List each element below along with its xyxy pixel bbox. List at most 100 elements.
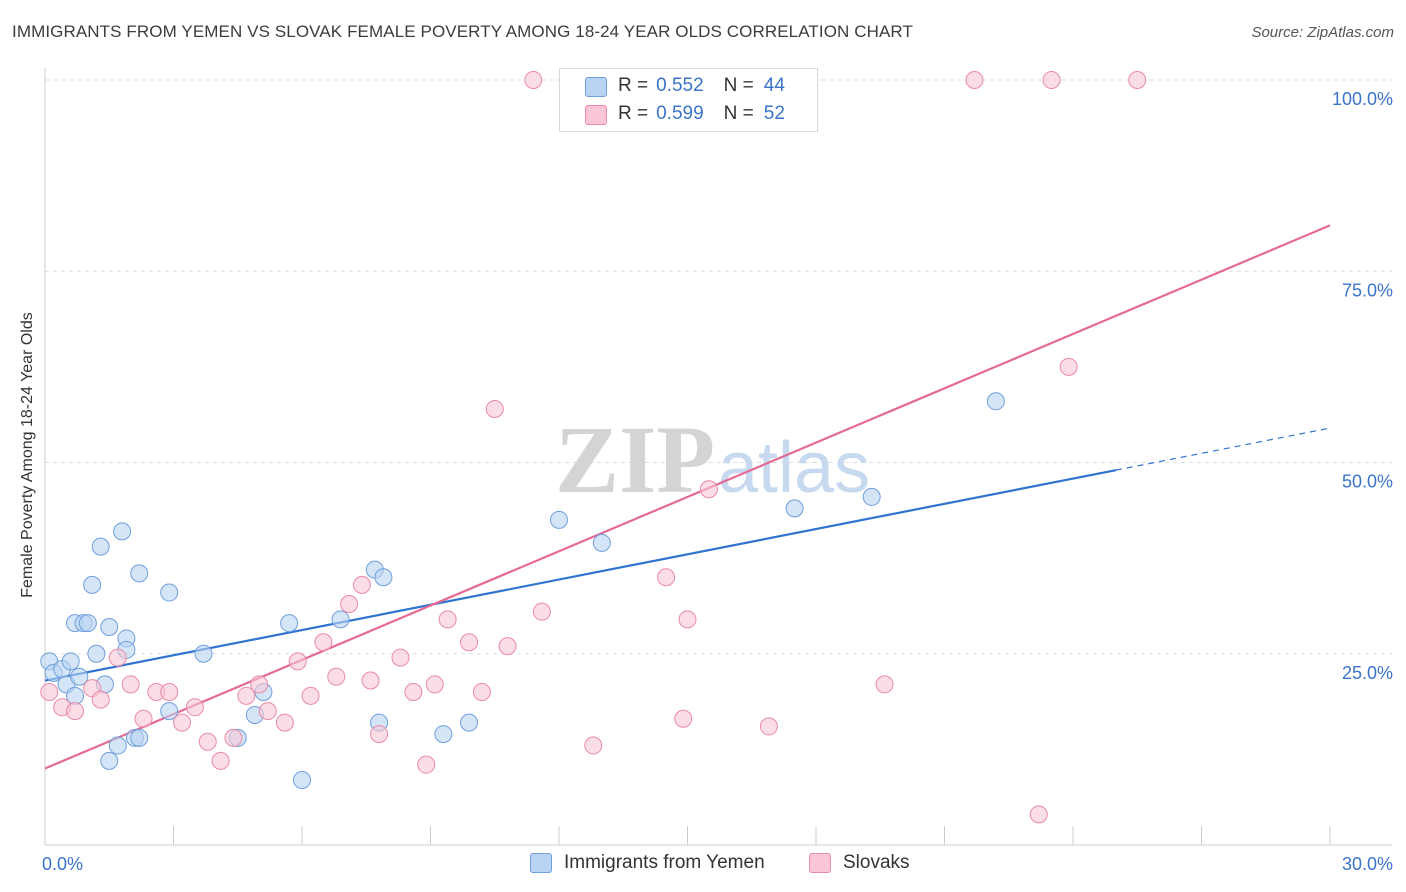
data-point — [657, 568, 676, 587]
n-value-slovaks: 52 — [763, 103, 785, 124]
data-point — [194, 644, 213, 663]
data-point — [875, 675, 894, 694]
data-point — [198, 732, 217, 751]
watermark-zip: ZIP — [555, 406, 715, 513]
data-point — [237, 686, 256, 705]
data-point — [417, 755, 436, 774]
data-point — [584, 736, 603, 755]
legend-item-yemen[interactable]: Immigrants from Yemen — [530, 852, 765, 874]
source-label: Source: ZipAtlas.com — [1251, 24, 1394, 41]
r-value-slovaks: 0.599 — [656, 103, 704, 124]
data-point — [134, 709, 153, 728]
data-point — [61, 652, 80, 671]
data-point — [288, 652, 307, 671]
series-legend: Immigrants from Yemen Slovaks — [0, 852, 1406, 876]
data-point — [352, 575, 371, 594]
data-point — [185, 698, 204, 717]
data-point — [100, 617, 119, 636]
r-label: R = — [618, 103, 649, 124]
data-point — [434, 725, 453, 744]
legend-label-slovaks: Slovaks — [843, 852, 910, 873]
data-points — [40, 71, 1147, 824]
data-point — [275, 713, 294, 732]
data-point — [211, 751, 230, 770]
data-point — [160, 683, 179, 701]
data-point — [108, 736, 127, 755]
r-label: R = — [618, 75, 649, 96]
data-point — [314, 633, 333, 652]
r-value-yemen: 0.552 — [656, 75, 704, 96]
trend-line-blue — [44, 469, 1117, 682]
data-point — [498, 637, 517, 656]
data-point — [301, 686, 320, 705]
data-point — [425, 675, 444, 694]
data-point — [113, 522, 132, 541]
data-point — [674, 709, 693, 728]
n-value-yemen: 44 — [763, 75, 785, 96]
x-tick-label: 0.0% — [42, 854, 83, 874]
n-label: N = — [723, 75, 754, 96]
data-point — [759, 717, 778, 736]
data-point — [592, 533, 611, 552]
data-point — [70, 667, 89, 686]
gridlines — [45, 79, 1392, 655]
data-point — [532, 602, 551, 621]
legend-label-yemen: Immigrants from Yemen — [564, 852, 765, 873]
x-tick-label: 30.0% — [1342, 854, 1393, 874]
data-point — [40, 683, 59, 701]
data-point — [374, 568, 393, 587]
data-point — [361, 671, 380, 690]
data-point — [331, 610, 350, 629]
data-point — [1059, 357, 1078, 376]
y-tick-label: 50.0% — [1342, 472, 1393, 492]
data-point — [965, 71, 984, 89]
data-point — [160, 702, 179, 721]
data-point — [785, 499, 804, 518]
data-point — [550, 510, 568, 529]
chart-title: IMMIGRANTS FROM YEMEN VS SLOVAK FEMALE P… — [12, 22, 913, 41]
legend-swatch-yemen — [530, 853, 552, 873]
legend-row-yemen: R = 0.552 N = 44 — [618, 74, 785, 98]
data-point — [130, 564, 149, 583]
watermark: ZIP atlas — [555, 406, 870, 513]
data-point — [65, 702, 84, 721]
tick-labels: 25.0% 50.0% 75.0% 100.0% 0.0% 30.0% — [42, 89, 1393, 874]
data-point — [986, 392, 1005, 411]
data-point — [91, 537, 110, 556]
data-point — [78, 614, 97, 633]
legend-swatch-yemen — [585, 77, 607, 97]
series-blue — [40, 392, 1005, 789]
data-point — [130, 728, 149, 747]
axes — [44, 68, 1392, 846]
data-point — [121, 675, 140, 694]
data-point — [862, 487, 881, 506]
data-point — [173, 713, 192, 732]
legend-swatch-slovaks — [585, 105, 607, 125]
data-point — [87, 644, 106, 663]
data-point — [327, 667, 346, 686]
data-point — [108, 648, 127, 667]
data-point — [699, 480, 718, 499]
data-point — [460, 713, 479, 732]
data-point — [91, 690, 110, 709]
data-point — [524, 71, 543, 89]
y-tick-label: 100.0% — [1332, 89, 1393, 109]
data-point — [438, 610, 457, 629]
trend-extension-blue — [1115, 427, 1331, 471]
n-label: N = — [723, 103, 754, 124]
trend-lines — [44, 224, 1331, 770]
data-point — [678, 610, 697, 629]
legend-row-slovaks: R = 0.599 N = 52 — [618, 102, 785, 126]
data-point — [258, 702, 277, 721]
data-point — [404, 683, 423, 701]
data-point — [224, 728, 243, 747]
watermark-atlas: atlas — [718, 428, 870, 508]
data-point — [391, 648, 410, 667]
legend-item-slovaks[interactable]: Slovaks — [809, 852, 910, 874]
data-point — [485, 399, 504, 418]
data-point — [1042, 71, 1061, 89]
data-point — [340, 595, 359, 614]
data-point — [280, 614, 299, 633]
data-point — [160, 583, 179, 602]
